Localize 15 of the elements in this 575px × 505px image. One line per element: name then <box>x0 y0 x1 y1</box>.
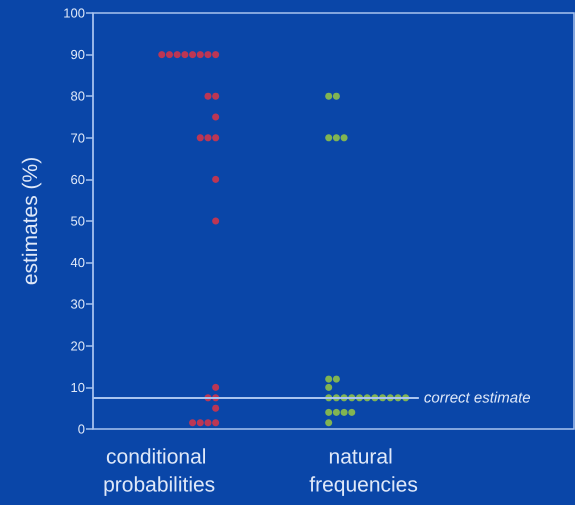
ref-line-label: correct estimate <box>424 389 531 406</box>
x-tick-label: natural frequencies <box>309 446 418 496</box>
y-tick-label: 70 <box>70 130 85 146</box>
y-tick-label: 40 <box>70 255 85 270</box>
y-axis-title: estimates (%) <box>19 156 42 286</box>
y-tick-label: 10 <box>70 380 85 395</box>
x-tick-label: conditional probabilities <box>103 446 216 496</box>
y-tick-label: 80 <box>70 88 85 104</box>
y-tick-label: 60 <box>70 172 85 187</box>
y-tick-label: 30 <box>70 296 85 312</box>
y-tick-label: 100 <box>63 6 85 20</box>
y-tick-label: 20 <box>70 338 85 354</box>
y-tick-label: 50 <box>70 214 85 228</box>
y-tick-label: 0 <box>78 422 85 436</box>
y-tick-label: 90 <box>70 47 85 62</box>
